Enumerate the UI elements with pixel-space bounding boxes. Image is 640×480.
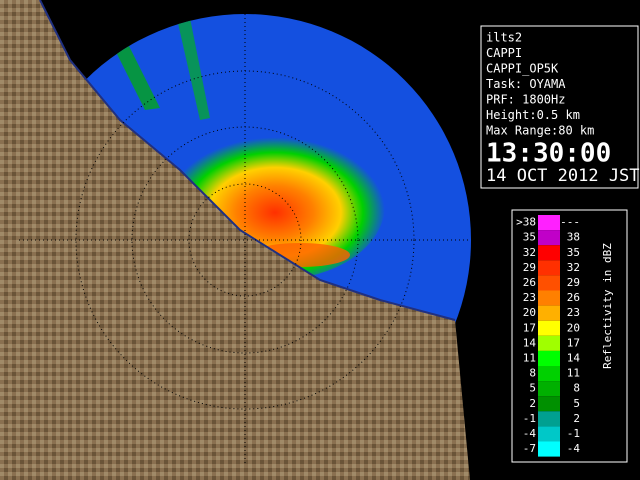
- legend-low: 35: [523, 231, 536, 244]
- info-border: [480, 25, 639, 189]
- legend-high: 11: [567, 367, 580, 380]
- legend-swatch: [538, 260, 560, 276]
- legend-swatch: [538, 411, 560, 427]
- legend-low: 5: [529, 382, 536, 395]
- legend-high: 5: [573, 397, 580, 410]
- legend-border: [511, 209, 628, 463]
- legend-low: -4: [523, 427, 537, 440]
- legend-low: 26: [523, 276, 536, 289]
- legend-swatch: [538, 350, 560, 366]
- range-rings: [19, 14, 471, 466]
- legend-swatch: [538, 215, 560, 231]
- legend-low: 8: [529, 367, 536, 380]
- coastline: [39, 0, 456, 321]
- legend-low: 32: [523, 246, 536, 259]
- info-line: Height:0.5 km: [486, 108, 580, 122]
- legend-swatch: [538, 381, 560, 397]
- info-line: Max Range:80 km: [486, 124, 594, 138]
- legend-swatch: [538, 290, 560, 306]
- legend-high: 38: [567, 231, 580, 244]
- legend-low: 23: [523, 291, 536, 304]
- legend-high: ---: [560, 216, 580, 229]
- legend-low: -7: [523, 442, 536, 455]
- legend-high: 20: [567, 321, 580, 334]
- echo-streak: [175, 14, 210, 120]
- legend-high: 8: [573, 382, 580, 395]
- info-line: PRF: 1800Hz: [486, 93, 565, 107]
- legend-low: 2: [529, 397, 536, 410]
- legend: Reflectivity in dBZ >38 --- 35 38 32 35 29 32 26…: [511, 209, 628, 463]
- legend-high: 14: [567, 351, 581, 364]
- legend-low: 14: [523, 336, 537, 349]
- legend-swatch: [538, 396, 560, 412]
- legend-low: 11: [523, 351, 536, 364]
- legend-swatch: [538, 426, 560, 442]
- legend-high: 26: [567, 291, 580, 304]
- radar-map: [0, 0, 471, 480]
- legend-high: 35: [567, 246, 580, 259]
- legend-high: 2: [573, 412, 580, 425]
- time: 13:30:00: [486, 139, 611, 169]
- legend-high: -1: [567, 427, 580, 440]
- info-line: ilts2: [486, 31, 522, 45]
- legend-swatch: [538, 305, 560, 321]
- info-line: CAPPI_OP5K: [486, 62, 559, 76]
- legend-low: 17: [523, 321, 536, 334]
- legend-swatch: [538, 245, 560, 261]
- date: 14 OCT 2012 JST: [486, 166, 640, 186]
- legend-high: 32: [567, 261, 580, 274]
- legend-swatch: [538, 320, 560, 336]
- legend-low: >38: [516, 216, 536, 229]
- legend-high: 23: [567, 306, 580, 319]
- legend-high: 29: [567, 276, 580, 289]
- legend-swatch: [538, 366, 560, 382]
- legend-label: Reflectivity in dBZ: [601, 243, 614, 369]
- info-line: Task: OYAMA: [486, 77, 566, 91]
- info-line: CAPPI: [486, 46, 522, 60]
- legend-low: 29: [523, 261, 536, 274]
- legend-low: 20: [523, 306, 536, 319]
- legend-high: 17: [567, 336, 580, 349]
- legend-swatch: [538, 441, 560, 457]
- legend-swatch: [538, 230, 560, 246]
- legend-swatch: [538, 335, 560, 351]
- legend-low: -1: [523, 412, 536, 425]
- legend-swatch: [538, 275, 560, 291]
- legend-high: -4: [567, 442, 581, 455]
